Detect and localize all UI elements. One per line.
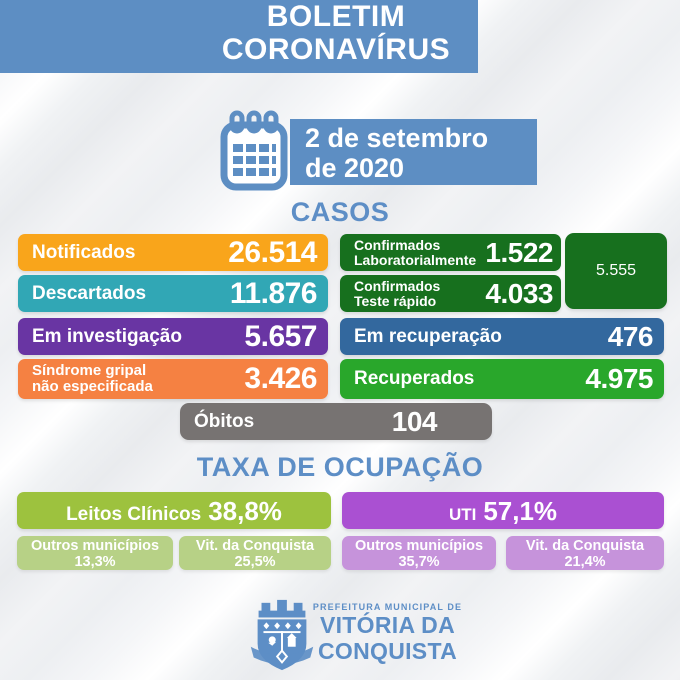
coat-of-arms-icon: [238, 596, 326, 680]
date-box: 2 de setembro de 2020: [290, 119, 537, 185]
stat-label-line-1: Confirmados: [354, 236, 441, 253]
stat-label-line-2: Teste rápido: [354, 292, 437, 309]
stat-value: 3.426: [244, 362, 317, 395]
occupancy-bar-leitos-clinicos: Leitos Clínicos 38,8%: [17, 492, 331, 529]
stat-box-confirmados-total: 5.555: [565, 233, 667, 309]
occupancy-sub-value: 13,3%: [74, 554, 116, 570]
occupancy-label: Leitos Clínicos: [66, 504, 202, 525]
stat-label-line-1: Síndrome gripal: [32, 362, 147, 379]
stat-label: Confirmados Teste rápido: [354, 277, 441, 309]
stat-value: 4.033: [485, 277, 553, 309]
casos-section-title: CASOS: [290, 197, 390, 227]
footer-org-line-2: VITÓRIA DA: [319, 612, 456, 638]
date-line-2: de 2020: [305, 153, 405, 183]
stat-value: 476: [607, 320, 654, 352]
stat-label: Descartados: [32, 282, 147, 304]
stat-label: Óbitos: [194, 410, 255, 432]
occupancy-sub-value: 35,7%: [398, 554, 440, 570]
occupancy-value: 57,1%: [483, 496, 558, 526]
date-line-1: 2 de setembro: [305, 123, 489, 153]
stat-bar-confirmados-laboratorialmente: Confirmados Laboratorialmente 1.522: [340, 234, 561, 271]
occupancy-sub-uti-vitoria-conquista: Vit. da Conquista 21,4%: [506, 536, 664, 570]
stat-value: 4.975: [585, 363, 653, 394]
stat-label: Confirmados Laboratorialmente: [354, 236, 477, 268]
stat-label-line-2: não especificada: [32, 378, 153, 395]
stat-label: Em recuperação: [354, 325, 502, 347]
occupancy-sub-label: Outros municípios: [30, 538, 160, 554]
stat-label: Notificados: [32, 241, 136, 263]
stat-value: 11.876: [229, 276, 318, 310]
stat-bar-confirmados-teste-rapido: Confirmados Teste rápido 4.033: [340, 275, 561, 312]
stat-bar-sindrome-gripal: Síndrome gripal não especificada 3.426: [18, 359, 328, 399]
stat-bar-descartados: Descartados 11.876: [18, 275, 328, 312]
stat-bar-notificados: Notificados 26.514: [18, 234, 328, 271]
occupancy-sub-label: Vit. da Conquista: [195, 538, 315, 554]
occupancy-bar-uti: UTI 57,1%: [342, 492, 664, 529]
occupancy-sub-value: 21,4%: [564, 554, 606, 570]
stat-bar-em-investigacao: Em investigação 5.657: [18, 318, 328, 355]
title-line-1: BOLETIM: [266, 0, 406, 33]
occupancy-sub-value: 25,5%: [234, 554, 276, 570]
stat-bar-obitos: Óbitos 104: [180, 403, 492, 440]
occupancy-value: 38,8%: [208, 496, 282, 526]
stat-bar-em-recuperacao: Em recuperação 476: [340, 318, 664, 355]
stat-value: 5.657: [244, 319, 317, 353]
footer-org-line-3: CONQUISTA: [318, 637, 457, 664]
title-banner: [0, 0, 478, 73]
stat-label: Síndrome gripal não especificada: [32, 363, 153, 395]
calendar-icon: [219, 110, 289, 199]
stat-value: 5.555: [595, 262, 637, 279]
stat-bar-recuperados: Recuperados 4.975: [340, 359, 664, 399]
stat-label-line-1: Confirmados: [354, 277, 441, 294]
occupancy-sub-uti-outros-municipios: Outros municípios 35,7%: [342, 536, 496, 570]
stat-value: 1.522: [485, 236, 553, 268]
stat-value: 26.514: [228, 235, 317, 269]
occupancy-sub-leitos-vitoria-conquista: Vit. da Conquista 25,5%: [179, 536, 331, 570]
footer-org-line-1: PREFEITURA MUNICIPAL DE: [312, 602, 463, 612]
footer-org-name: PREFEITURA MUNICIPAL DE VITÓRIA DA CONQU…: [300, 602, 475, 663]
occupancy-sub-label: Vit. da Conquista: [525, 538, 645, 554]
occupancy-sub-leitos-outros-municipios: Outros municípios 13,3%: [17, 536, 173, 570]
stat-label: Em investigação: [32, 325, 182, 347]
occupancy-sub-label: Outros municípios: [354, 538, 484, 554]
title-line-2: CORONAVÍRUS: [221, 33, 451, 66]
stat-value: 104: [391, 405, 438, 437]
occupancy-label: UTI: [448, 505, 477, 524]
stat-label-line-2: Laboratorialmente: [354, 251, 477, 268]
page-title: BOLETIM CORONAVÍRUS: [0, 0, 672, 66]
taxa-section-title: TAXA DE OCUPAÇÃO: [196, 452, 484, 482]
stat-label: Recuperados: [354, 368, 475, 389]
